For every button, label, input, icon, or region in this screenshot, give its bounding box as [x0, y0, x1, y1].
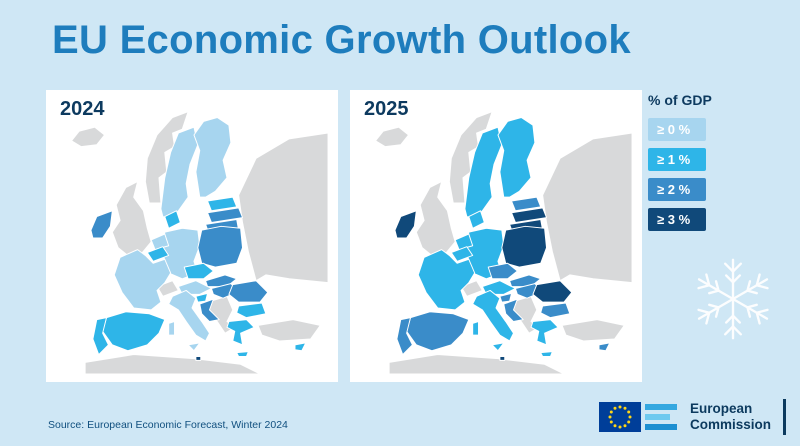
turkey-shape [257, 319, 321, 342]
estonia-shape [511, 196, 542, 212]
france-shape [113, 249, 172, 311]
norway-shape [144, 111, 189, 204]
year-label-2025: 2025 [364, 98, 409, 120]
poland-shape [501, 225, 548, 268]
netherlands-shape [150, 233, 170, 251]
denmark-shape [468, 210, 485, 229]
title-part-2: Growth [324, 18, 467, 62]
legend-item-0: ≥ 0 % [648, 118, 706, 141]
eastern-neighbours-shape [238, 132, 329, 284]
logo-line-2: Commission [689, 417, 771, 432]
cyprus-shape [598, 342, 611, 352]
latvia-shape [511, 207, 548, 223]
europe-map-2024 [46, 100, 338, 374]
legend: % of GDP ≥ 0 % ≥ 1 % ≥ 2 % ≥ 3 % [648, 92, 712, 238]
legend-title: % of GDP [648, 92, 712, 108]
cyprus-shape [294, 342, 307, 352]
belgium-shape [146, 246, 170, 262]
italy-shape [168, 289, 210, 342]
legend-item-1: ≥ 1 % [648, 148, 706, 171]
eastern-neighbours-shape [542, 132, 633, 284]
logo-line-1: European [689, 400, 753, 416]
legend-item-2: ≥ 2 % [648, 178, 706, 201]
estonia-shape [207, 196, 238, 212]
greece-shape [226, 319, 255, 346]
belgium-shape [450, 246, 474, 262]
title-part-1: EU Economic [52, 18, 325, 62]
france-shape [417, 249, 476, 311]
map-panel-2024: 2024 [46, 90, 338, 382]
crete-shape [540, 351, 553, 357]
italy-shape [472, 289, 514, 342]
slovenia-shape [499, 292, 513, 303]
source-note: Source: European Economic Forecast, Wint… [48, 419, 288, 431]
snowflake-icon [693, 258, 773, 340]
united-kingdom-shape [111, 181, 152, 256]
european-commission-logo: European Commission [598, 398, 786, 436]
logo-divider-bar [783, 399, 786, 435]
sardinia-shape [168, 321, 175, 336]
portugal-shape [396, 317, 413, 356]
portugal-shape [92, 317, 109, 356]
poland-shape [197, 225, 244, 268]
norway-shape [448, 111, 493, 204]
sicily-shape [491, 342, 505, 352]
iceland-shape [71, 126, 106, 148]
romania-shape [228, 280, 269, 303]
eu-flag-icon [598, 398, 681, 436]
finland-shape [497, 117, 536, 198]
sardinia-shape [472, 321, 479, 336]
sicily-shape [187, 342, 201, 352]
legend-item-3: ≥ 3 % [648, 208, 706, 231]
map-panel-2025: 2025 [350, 90, 642, 382]
malta-shape [499, 356, 506, 361]
spain-shape [406, 311, 470, 352]
crete-shape [236, 351, 249, 357]
page-title: EU Economic Growth Outlook [52, 18, 631, 63]
denmark-shape [164, 210, 181, 229]
bulgaria-shape [236, 302, 267, 319]
greece-shape [530, 319, 559, 346]
ireland-shape [394, 210, 417, 239]
spain-shape [102, 311, 166, 352]
romania-shape [532, 280, 573, 303]
czechia-shape [183, 262, 214, 280]
ireland-shape [90, 210, 113, 239]
croatia-shape [503, 298, 524, 323]
netherlands-shape [454, 233, 474, 251]
malta-shape [195, 356, 202, 361]
czechia-shape [487, 262, 518, 280]
logo-wordmark: European Commission [690, 401, 771, 433]
bulgaria-shape [540, 302, 571, 319]
year-label-2024: 2024 [60, 98, 105, 120]
croatia-shape [199, 298, 220, 323]
turkey-shape [561, 319, 625, 342]
latvia-shape [207, 207, 244, 223]
north-africa-shape [388, 354, 565, 374]
united-kingdom-shape [415, 181, 456, 256]
iceland-shape [375, 126, 410, 148]
title-part-3: Outlook [466, 18, 631, 62]
europe-map-2025 [350, 100, 642, 374]
slovenia-shape [195, 292, 209, 303]
finland-shape [193, 117, 232, 198]
north-africa-shape [84, 354, 261, 374]
